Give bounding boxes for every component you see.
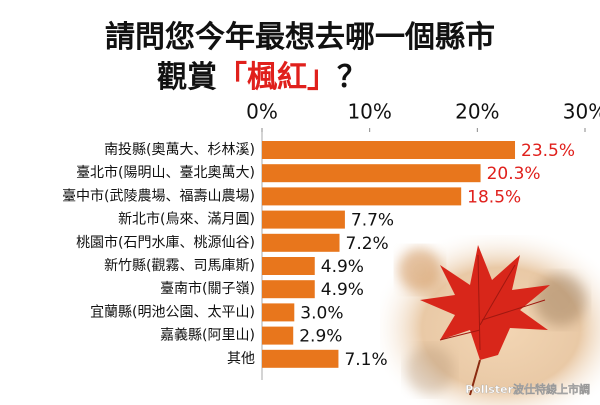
data-label: 2.9% bbox=[299, 327, 342, 347]
title-part: 觀賞 bbox=[157, 60, 217, 95]
y-tick-label: 新竹縣(觀霧、司馬庫斯) bbox=[104, 257, 255, 274]
data-label: 23.5% bbox=[521, 141, 575, 161]
bar bbox=[262, 280, 315, 299]
bar bbox=[262, 164, 481, 183]
bar bbox=[262, 349, 339, 368]
bar bbox=[262, 303, 295, 322]
title-part: ？ bbox=[337, 60, 367, 95]
data-label: 20.3% bbox=[487, 164, 541, 184]
y-tick-label: 新北市(烏來、滿月圓) bbox=[118, 211, 255, 228]
chart-title: 觀賞「楓紅」？ bbox=[157, 60, 367, 95]
source: Pollster波仕特線上市調 bbox=[465, 382, 590, 396]
decoration bbox=[380, 235, 600, 405]
data-label: 3.0% bbox=[300, 303, 343, 323]
y-tick-label: 嘉義縣(阿里山) bbox=[160, 327, 255, 344]
data-label: 7.7% bbox=[351, 211, 394, 231]
chart-title: 請問您今年最想去哪一個縣市 bbox=[105, 20, 495, 55]
bar bbox=[262, 187, 462, 206]
data-label: 4.9% bbox=[321, 280, 364, 300]
y-tick-label: 臺中市(武陵農場、福壽山農場) bbox=[62, 187, 255, 204]
x-tick-label: 20% bbox=[455, 100, 499, 124]
data-label: 7.1% bbox=[344, 350, 387, 370]
x-tick-label: 30% bbox=[563, 100, 600, 124]
x-tick-label: 10% bbox=[347, 100, 391, 124]
title-part: 「楓紅」 bbox=[217, 60, 337, 95]
y-tick-label: 南投縣(奧萬大、杉林溪) bbox=[104, 142, 255, 158]
y-tick-label: 其他 bbox=[227, 351, 255, 367]
data-label: 4.9% bbox=[321, 257, 364, 277]
bar bbox=[262, 141, 516, 159]
bar bbox=[262, 326, 294, 345]
y-tick-label: 臺南市(關子嶺) bbox=[160, 280, 255, 297]
title-part: 請問您今年最想去哪一個縣市 bbox=[105, 20, 495, 55]
bar bbox=[262, 257, 315, 275]
y-tick-label: 臺北市(陽明山、臺北奧萬大) bbox=[76, 164, 255, 181]
data-label: 7.2% bbox=[346, 234, 389, 254]
y-tick-label: 宜蘭縣(明池公園、太平山) bbox=[90, 304, 255, 320]
bar bbox=[262, 233, 340, 252]
data-label: 18.5% bbox=[467, 187, 521, 207]
y-tick-label: 桃園市(石門水庫、桃源仙谷) bbox=[76, 234, 255, 251]
bar bbox=[262, 210, 345, 229]
x-tick-label: 0% bbox=[246, 100, 278, 124]
